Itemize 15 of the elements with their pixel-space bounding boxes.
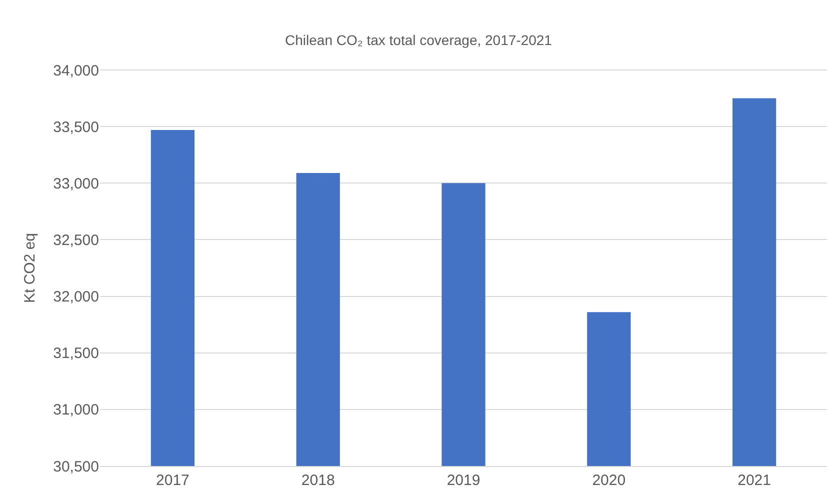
y-tick-label: 31,000 xyxy=(53,402,99,419)
x-tick-label: 2019 xyxy=(446,472,480,489)
y-tick-label: 31,500 xyxy=(53,345,99,362)
x-tick-label: 2021 xyxy=(738,472,771,489)
y-tick-label: 33,000 xyxy=(53,175,99,192)
y-tick-label: 32,500 xyxy=(53,232,99,249)
y-axis-title: Kt CO2 eq xyxy=(21,232,38,304)
x-tick-label: 2017 xyxy=(156,472,190,489)
y-tick-label: 34,000 xyxy=(53,62,99,80)
y-tick-label: 33,500 xyxy=(53,118,99,136)
x-tick-label: 2018 xyxy=(301,472,335,489)
y-tick-label: 32,000 xyxy=(53,288,99,306)
y-tick-label: 30,500 xyxy=(53,458,99,476)
x-tick-label: 2020 xyxy=(592,472,626,489)
chart-title: Chilean CO₂ tax total coverage, 2017-2021 xyxy=(285,32,552,48)
